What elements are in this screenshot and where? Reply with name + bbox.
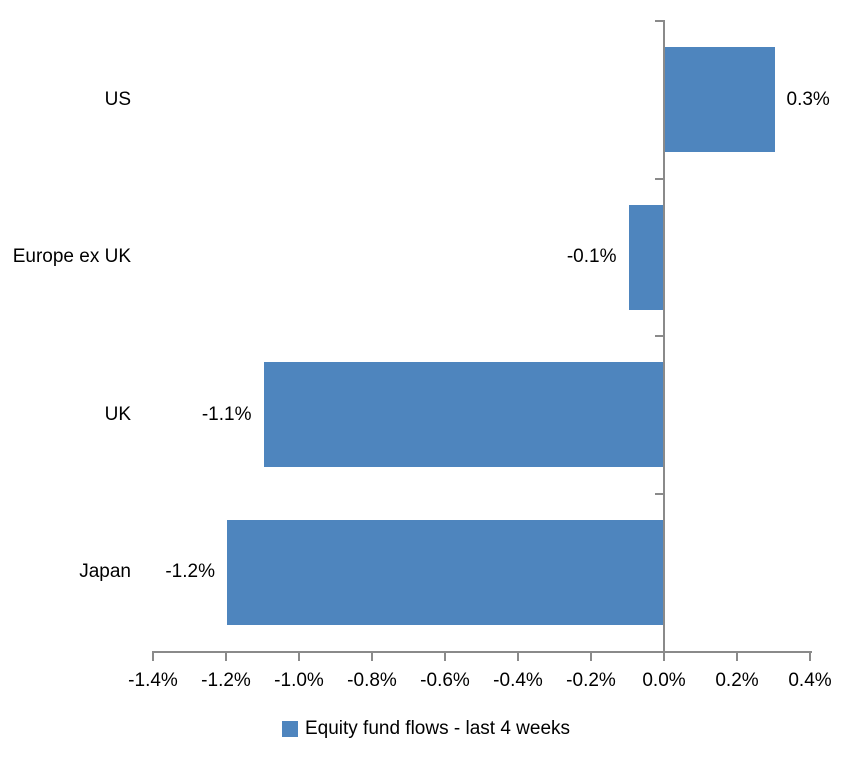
category-axis-tick	[655, 20, 665, 22]
x-axis-tick-label: -0.4%	[493, 670, 543, 691]
chart-legend: Equity fund flows - last 4 weeks	[0, 718, 852, 740]
category-axis-tick	[655, 335, 665, 337]
x-axis-tick	[444, 651, 446, 661]
x-axis-tick	[225, 651, 227, 661]
x-axis-tick	[809, 651, 811, 661]
x-axis-tick	[152, 651, 154, 661]
category-axis-tick	[655, 492, 665, 495]
x-axis-tick	[517, 651, 519, 661]
category-axis-line	[663, 21, 665, 653]
x-axis-tick-label: 0.2%	[715, 670, 759, 691]
category-label: Europe ex UK	[12, 246, 131, 268]
category-label: UK	[104, 403, 131, 425]
data-label: -1.1%	[201, 403, 252, 425]
data-label: -1.2%	[165, 561, 215, 583]
data-label: 0.3%	[786, 88, 830, 110]
bar-europe-ex-uk	[628, 204, 665, 310]
x-axis-tick	[736, 651, 738, 661]
legend-swatch-icon	[281, 721, 298, 737]
x-axis-tick	[663, 651, 665, 661]
x-axis-tick-label: 0.4%	[788, 670, 832, 691]
data-label: -0.1%	[566, 246, 617, 268]
x-axis-tick-label: -1.0%	[274, 670, 324, 691]
x-axis-tick-label: -0.2%	[566, 670, 616, 691]
x-axis-line	[153, 651, 812, 653]
x-axis-tick	[590, 651, 592, 661]
bar-uk	[263, 362, 665, 468]
x-axis-tick-label: -1.4%	[128, 670, 178, 691]
x-axis-tick-label: -1.2%	[201, 670, 251, 691]
category-label: US	[104, 88, 131, 110]
bar-us	[665, 47, 775, 153]
category-label: Japan	[79, 561, 131, 583]
legend-label: Equity fund flows - last 4 weeks	[304, 718, 571, 739]
x-axis-tick-label: -0.8%	[347, 670, 397, 691]
x-axis-tick	[371, 651, 373, 661]
x-axis-tick	[298, 651, 300, 661]
bar-japan	[227, 519, 665, 625]
x-axis-tick-label: -0.6%	[420, 670, 470, 691]
x-axis-tick-label: 0.0%	[642, 670, 686, 691]
category-axis-tick	[655, 177, 665, 180]
